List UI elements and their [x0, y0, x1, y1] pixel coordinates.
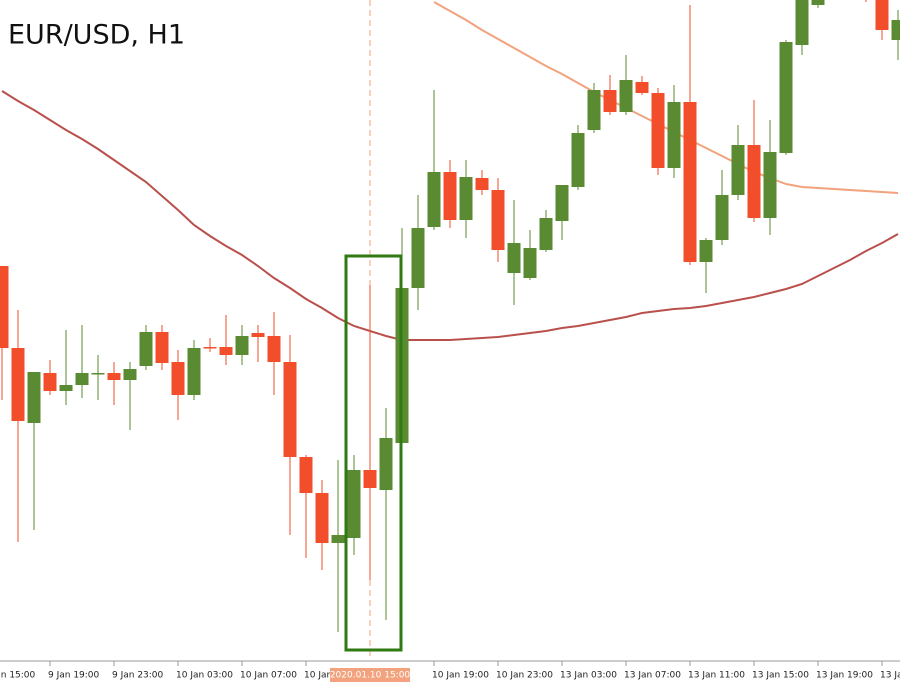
candle-body [299, 457, 313, 493]
candle-body [747, 145, 761, 218]
candle-body [587, 90, 601, 130]
candle-body [667, 102, 681, 168]
candle-body [811, 0, 825, 5]
candle-body [523, 248, 537, 278]
candle-body [363, 470, 377, 488]
x-tick-label: 9 Jan 15:00 [0, 671, 36, 681]
candle-body [347, 470, 361, 538]
candle-body [379, 438, 393, 490]
x-tick-label: 10 Jan 23:00 [496, 671, 553, 681]
candle-body [267, 336, 281, 362]
candle-body [443, 172, 457, 220]
plot-area [0, 0, 900, 660]
candle-body [891, 20, 900, 40]
candle-body [459, 177, 473, 220]
candle-body [683, 102, 697, 262]
candle-body [619, 80, 633, 112]
candle-body [635, 82, 649, 93]
candle-body [123, 369, 137, 380]
x-tick-label: 9 Jan 23:00 [112, 671, 164, 681]
x-tick-label: 10 Jan 03:00 [176, 671, 233, 681]
x-tick-label: 10 Jan 07:00 [240, 671, 297, 681]
candle-body [59, 385, 73, 391]
x-axis-labels: 9 Jan 15:00 9 Jan 19:00 9 Jan 23:00 10 Jan … [0, 661, 900, 682]
x-tick-label: 13 Jan 11:00 [688, 671, 745, 681]
candle-body [779, 42, 793, 153]
candle-body [539, 218, 553, 250]
x-tick-label: 13 Jan 15:00 [752, 671, 809, 681]
candle-body [795, 0, 809, 45]
x-tick-label: 13 Jan 07:00 [624, 671, 681, 681]
x-tick-label: 9 Jan 19:00 [48, 671, 100, 681]
candle-body [491, 190, 505, 250]
candle-body [0, 266, 9, 348]
candle-body [411, 228, 425, 288]
candle-body [155, 332, 169, 363]
candle-body [651, 93, 665, 168]
candle-body [11, 348, 25, 421]
chart-title: EUR/USD, H1 [8, 20, 185, 51]
candle-body [507, 243, 521, 273]
candle-body [571, 133, 585, 187]
crosshair-label-box [330, 668, 410, 682]
candle-body [235, 336, 249, 355]
candle-body [283, 362, 297, 457]
candle-body [603, 90, 617, 112]
candle-body [107, 373, 121, 380]
highlight-box [344, 254, 403, 652]
candle-body [27, 372, 41, 423]
candle-body [43, 373, 57, 391]
candle-body [139, 332, 153, 366]
candle-body [763, 152, 777, 218]
candle-body [203, 347, 217, 349]
x-tick-label: 13 Jan 03:00 [560, 671, 617, 681]
candle-body [331, 535, 345, 543]
candle-body [875, 0, 889, 30]
candle-body [187, 348, 201, 395]
candle-body [251, 333, 265, 337]
candle-body [731, 145, 745, 195]
candle-body [715, 195, 729, 240]
x-tick-label: 10 Jan 19:00 [432, 671, 489, 681]
candle-body [315, 493, 329, 543]
moving-average-line [433, 1, 899, 194]
candle-body [427, 172, 441, 227]
candle-body [171, 362, 185, 395]
crosshair-label: 2020.01.10 15:00 [330, 671, 411, 681]
candle-body [475, 178, 489, 190]
candle-body [555, 185, 569, 221]
candle-body [91, 373, 105, 375]
x-tick-label: 13 Jan 23:00 [880, 671, 900, 681]
x-tick-label: 13 Jan 19:00 [816, 671, 873, 681]
candle-body [219, 347, 233, 355]
candle-body [699, 240, 713, 262]
candle-body [75, 373, 89, 385]
moving-average-line [1, 90, 899, 341]
